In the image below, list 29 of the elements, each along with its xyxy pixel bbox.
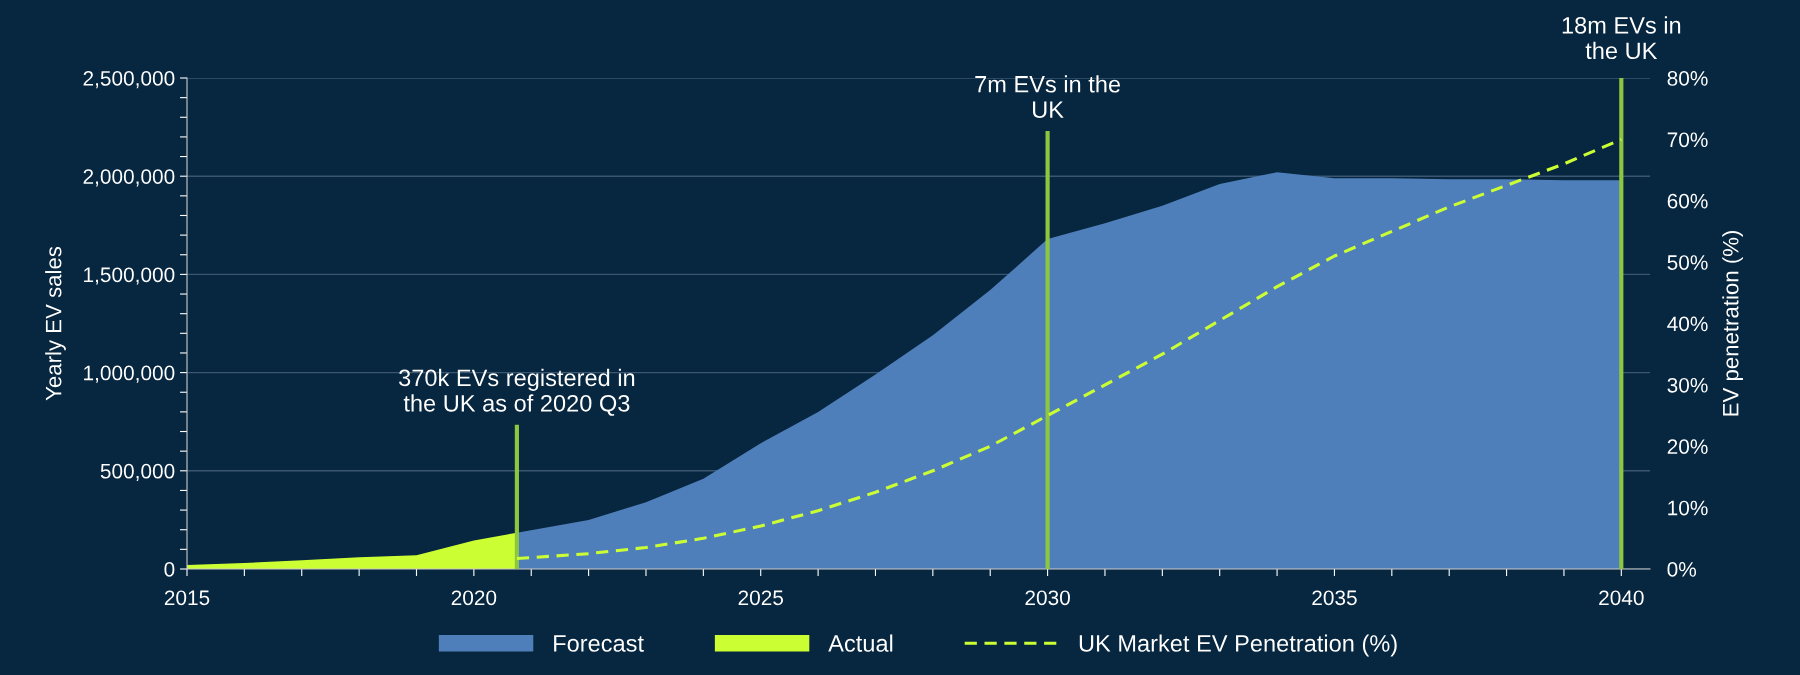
ref-line-label: 7m EVs in the UK [975, 75, 1121, 119]
legend-label: UK Market EV Penetration (%) [1079, 634, 1397, 657]
y2-tick-label: 60% [1667, 193, 1708, 209]
y2-tick-label: 80% [1667, 71, 1708, 86]
y-tick-label: 2,000,000 [83, 169, 175, 187]
y2-tick-label: 70% [1667, 132, 1708, 148]
x-tick-label: 2030 [1025, 590, 1070, 606]
x-tick-label: 2035 [1312, 590, 1357, 606]
legend-label: Forecast [554, 635, 644, 652]
y2-tick-label: 20% [1667, 439, 1708, 454]
y2-tick-label: 0% [1667, 562, 1697, 577]
x-tick-label: 2025 [738, 590, 784, 606]
ref-line-label: 370k EVs registered in the UK as of 2020 Q3 [399, 368, 635, 416]
x-tick-label: 2015 [164, 590, 210, 606]
y-axis-title: Yearly EV sales [45, 246, 66, 401]
x-tick-label: 2040 [1599, 590, 1644, 606]
y-tick-label: 2,500,000 [83, 71, 175, 89]
y2-tick-label: 10% [1668, 500, 1708, 516]
y-tick-label: 1,000,000 [84, 365, 175, 383]
ref-line-label: 18m EVs in the UK [1562, 16, 1681, 60]
x-tick-label: 2020 [451, 590, 497, 606]
legend-label: Actual [828, 634, 893, 652]
y2-tick-label: 30% [1667, 377, 1708, 393]
y-tick-label: 500,000 [100, 463, 175, 482]
y-tick-label: 0 [164, 562, 175, 577]
y2-tick-label: 40% [1667, 316, 1708, 332]
y-tick-label: 1,500,000 [84, 267, 175, 285]
y2-axis-title: EV penetration (%) [1722, 231, 1743, 416]
y2-tick-label: 50% [1667, 255, 1708, 270]
